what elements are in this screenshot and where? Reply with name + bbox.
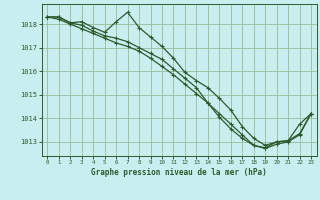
X-axis label: Graphe pression niveau de la mer (hPa): Graphe pression niveau de la mer (hPa) [91, 168, 267, 177]
